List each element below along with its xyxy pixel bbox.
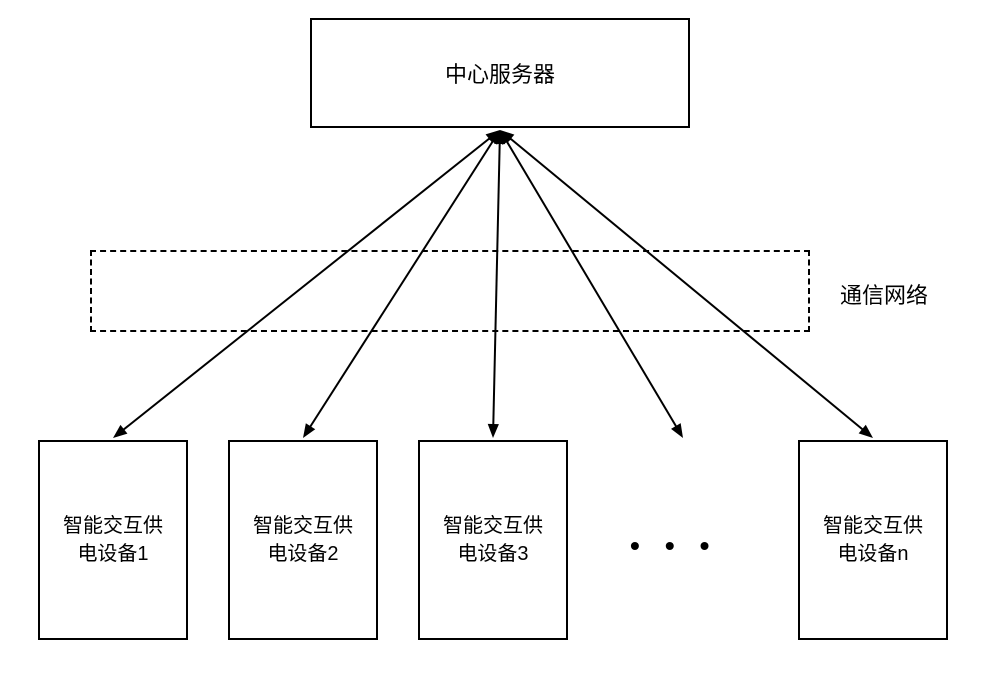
dot: • <box>630 530 640 562</box>
communication-network-label: 通信网络 <box>840 278 928 310</box>
ellipsis-dots: • • • <box>630 530 709 562</box>
device-node-2: 智能交互供 电设备2 <box>228 440 378 640</box>
device-label-line1: 智能交互供 <box>823 512 923 540</box>
device-label-line2: 电设备2 <box>253 540 353 568</box>
device-node-1: 智能交互供 电设备1 <box>38 440 188 640</box>
communication-network-box <box>90 250 810 332</box>
dot: • <box>700 530 710 562</box>
central-server-label: 中心服务器 <box>445 57 555 89</box>
device-label-line1: 智能交互供 <box>63 512 163 540</box>
central-server-node: 中心服务器 <box>310 18 690 128</box>
device-label-line2: 电设备n <box>823 540 923 568</box>
device-label-line2: 电设备1 <box>63 540 163 568</box>
device-node-3: 智能交互供 电设备3 <box>418 440 568 640</box>
device-label-line1: 智能交互供 <box>443 512 543 540</box>
device-label-line1: 智能交互供 <box>253 512 353 540</box>
dot: • <box>665 530 675 562</box>
device-label-line2: 电设备3 <box>443 540 543 568</box>
device-node-n: 智能交互供 电设备n <box>798 440 948 640</box>
